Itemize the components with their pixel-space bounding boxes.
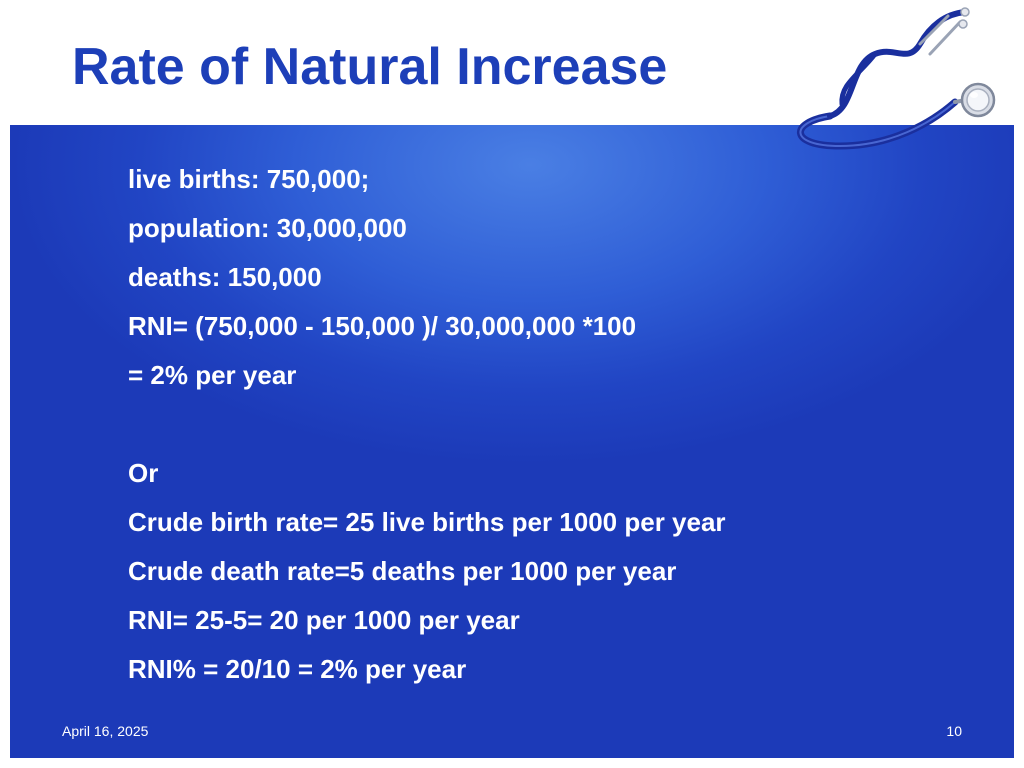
text-line-or: Or (128, 458, 159, 488)
text-line-live-births: live births: 750,000; (128, 164, 370, 194)
text-line-crude-death-rate: Crude death rate=5 deaths per 1000 per y… (128, 556, 677, 586)
text-line-rni-result: = 2% per year (128, 360, 297, 390)
body-text: live births: 750,000; population: 30,000… (128, 155, 726, 694)
footer-date: April 16, 2025 (62, 723, 149, 739)
page-number: 10 (946, 723, 962, 739)
slide-title: Rate of Natural Increase (72, 38, 668, 96)
text-line-crude-birth-rate: Crude birth rate= 25 live births per 100… (128, 507, 726, 537)
text-line-population: population: 30,000,000 (128, 213, 407, 243)
text-line-rni-percent: RNI% = 20/10 = 2% per year (128, 654, 467, 684)
text-line-rni-per-1000: RNI= 25-5= 20 per 1000 per year (128, 605, 520, 635)
content-panel: live births: 750,000; population: 30,000… (10, 125, 1014, 758)
blank-line (128, 400, 726, 449)
text-line-rni-formula: RNI= (750,000 - 150,000 )/ 30,000,000 *1… (128, 311, 637, 341)
text-line-deaths: deaths: 150,000 (128, 262, 322, 292)
stethoscope-icon (797, 7, 996, 150)
